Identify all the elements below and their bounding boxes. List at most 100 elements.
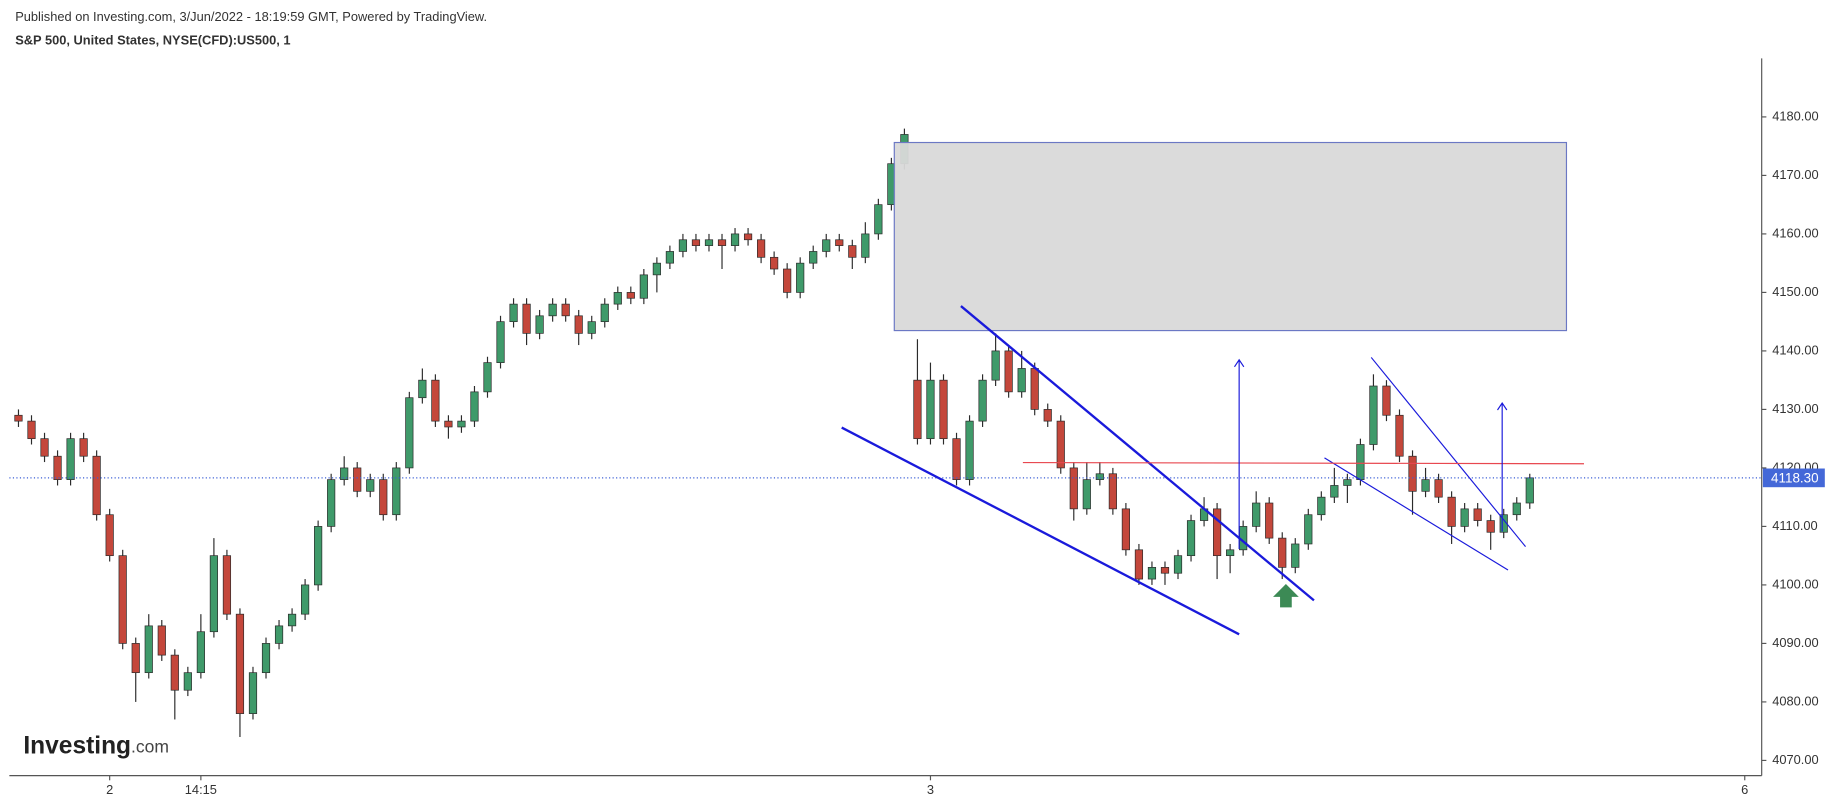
candle-body xyxy=(1278,537,1287,568)
candle-body xyxy=(600,303,609,323)
candle-body xyxy=(743,233,753,241)
y-tick-label: 4100.00 xyxy=(1772,576,1818,591)
candle-body xyxy=(157,625,166,656)
candle-body xyxy=(1030,368,1039,410)
candle-body xyxy=(379,479,388,516)
candle-body xyxy=(1408,455,1417,492)
candle-body xyxy=(79,438,88,457)
candle-body xyxy=(822,239,831,252)
trend-line xyxy=(960,305,1315,602)
candle-body xyxy=(1447,496,1456,527)
candle-body xyxy=(1160,567,1170,574)
candle-body xyxy=(405,397,414,469)
candle-body xyxy=(366,479,375,492)
y-tick-label: 4110.00 xyxy=(1772,518,1818,533)
candle-body xyxy=(118,555,127,644)
candle-body xyxy=(1265,502,1274,539)
candle-body xyxy=(965,420,974,480)
y-tick-label: 4180.00 xyxy=(1772,108,1818,123)
candle-body xyxy=(1147,567,1157,580)
candle-body xyxy=(1252,502,1261,527)
candle-body xyxy=(1395,414,1404,457)
symbol-title: S&P 500, United States, NYSE(CFD):US500,… xyxy=(15,32,290,47)
y-tick-label: 4170.00 xyxy=(1772,167,1818,182)
candle-body xyxy=(1121,508,1130,551)
candle-body xyxy=(248,672,258,714)
logo-name: Investing xyxy=(23,733,131,760)
candle-body xyxy=(991,350,1000,381)
candle-body xyxy=(639,274,648,299)
candle-body xyxy=(1004,350,1013,393)
logo-suffix: .com xyxy=(131,736,169,756)
candle-body xyxy=(40,438,49,457)
candle-body xyxy=(27,420,36,440)
candle-body xyxy=(196,631,205,674)
candle-body xyxy=(496,321,505,363)
candle-body xyxy=(1043,409,1052,422)
candle-body xyxy=(626,292,635,299)
candle-body xyxy=(392,467,401,516)
candle-body xyxy=(1434,479,1443,498)
candle-body xyxy=(105,514,114,557)
candle-body xyxy=(1317,496,1326,516)
candle-body xyxy=(353,467,362,492)
candle-body xyxy=(14,414,23,422)
candle-body xyxy=(1304,514,1313,545)
candle-body xyxy=(1512,502,1521,516)
level-line xyxy=(1022,461,1585,465)
candle-body xyxy=(561,303,570,317)
candle-body xyxy=(704,239,714,246)
candle-body xyxy=(861,233,870,258)
published-note: Published on Investing.com, 3/Jun/2022 -… xyxy=(15,9,487,24)
candle-body xyxy=(483,362,492,393)
candle-body xyxy=(509,303,518,323)
candle-body xyxy=(1330,485,1339,498)
candle-body xyxy=(261,643,271,674)
candle-body xyxy=(835,239,844,246)
candle-body xyxy=(144,625,153,674)
candle-body xyxy=(1356,444,1365,480)
y-tick-label: 4090.00 xyxy=(1772,635,1818,650)
candle-body xyxy=(183,672,192,691)
candle-body xyxy=(809,251,818,264)
candle-body xyxy=(796,262,805,293)
candle-body xyxy=(770,256,779,270)
candle-body xyxy=(1108,473,1117,510)
candle-body xyxy=(783,268,792,293)
candle-body xyxy=(327,479,336,527)
y-tick-label: 4150.00 xyxy=(1772,284,1818,299)
candle-body xyxy=(535,315,544,334)
candle-body xyxy=(235,613,245,714)
candle-body xyxy=(548,303,557,317)
candle-body xyxy=(457,420,466,428)
y-tick-label: 4140.00 xyxy=(1772,342,1818,357)
candle-body xyxy=(978,379,987,422)
candle-body xyxy=(1369,385,1378,445)
drawings xyxy=(841,141,1585,636)
candle-body xyxy=(691,239,701,246)
candle-body xyxy=(131,643,140,674)
y-tick-label: 4160.00 xyxy=(1772,225,1818,240)
candle-body xyxy=(1343,479,1352,486)
candle-body xyxy=(470,391,479,422)
candle-body xyxy=(1525,477,1534,504)
candle-body xyxy=(1226,549,1235,557)
last-price-label: 4118.30 xyxy=(1771,471,1819,486)
candle-body xyxy=(170,654,179,691)
candle-body xyxy=(926,379,935,440)
candle-body xyxy=(1186,520,1196,557)
candle-body xyxy=(613,292,622,305)
zone xyxy=(893,141,1568,332)
candle-body xyxy=(1017,368,1026,393)
candle-body xyxy=(939,379,948,440)
candle-body xyxy=(1382,385,1391,416)
candle-body xyxy=(1082,479,1091,510)
y-tick-label: 4080.00 xyxy=(1772,693,1818,708)
candle-body xyxy=(66,438,75,480)
candle-body xyxy=(418,379,427,399)
candle-body xyxy=(340,467,349,480)
candle-body xyxy=(1213,508,1222,557)
candle-body xyxy=(314,526,323,586)
marks: 4070.004080.004090.004100.004110.004120.… xyxy=(9,108,1819,797)
